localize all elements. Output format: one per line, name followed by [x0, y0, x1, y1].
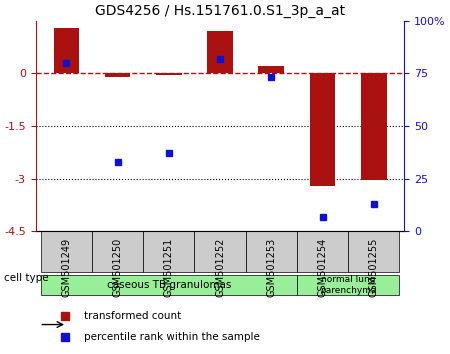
- FancyBboxPatch shape: [297, 274, 399, 295]
- Bar: [258, 66, 284, 73]
- Text: GSM501253: GSM501253: [266, 238, 276, 297]
- Text: cell type: cell type: [4, 273, 49, 283]
- FancyBboxPatch shape: [41, 231, 92, 273]
- Text: GSM501252: GSM501252: [215, 238, 225, 297]
- Text: GSM501254: GSM501254: [318, 238, 328, 297]
- Text: GSM501255: GSM501255: [369, 238, 379, 297]
- Text: caseous TB granulomas: caseous TB granulomas: [107, 280, 231, 290]
- Bar: [105, 73, 130, 77]
- Text: normal lung
parenchyma: normal lung parenchyma: [320, 275, 376, 295]
- Text: percentile rank within the sample: percentile rank within the sample: [84, 332, 260, 342]
- Text: GSM501250: GSM501250: [112, 238, 122, 297]
- FancyBboxPatch shape: [143, 231, 194, 273]
- FancyBboxPatch shape: [246, 231, 297, 273]
- FancyBboxPatch shape: [194, 231, 246, 273]
- FancyBboxPatch shape: [41, 274, 297, 295]
- Bar: [156, 73, 182, 75]
- Text: transformed count: transformed count: [84, 310, 181, 321]
- Bar: [207, 31, 233, 73]
- Bar: [361, 73, 387, 181]
- Text: GSM501251: GSM501251: [164, 238, 174, 297]
- Bar: [310, 73, 335, 185]
- Title: GDS4256 / Hs.151761.0.S1_3p_a_at: GDS4256 / Hs.151761.0.S1_3p_a_at: [95, 4, 345, 18]
- FancyBboxPatch shape: [348, 231, 399, 273]
- Text: GSM501249: GSM501249: [61, 238, 72, 297]
- Bar: [54, 28, 79, 73]
- FancyBboxPatch shape: [92, 231, 143, 273]
- FancyBboxPatch shape: [297, 231, 348, 273]
